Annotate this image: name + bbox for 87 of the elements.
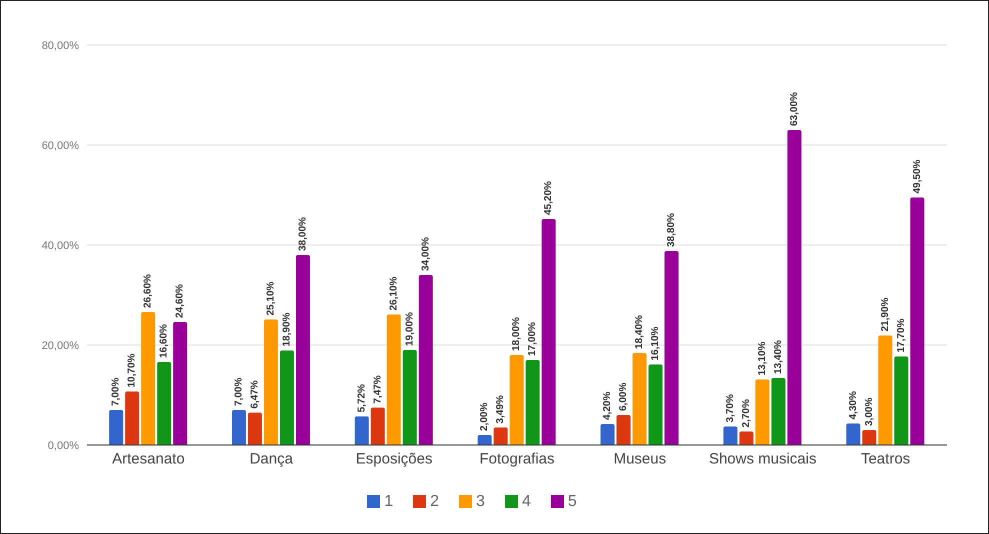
bar <box>526 360 540 445</box>
bar <box>141 312 156 445</box>
bar <box>846 424 860 445</box>
x-tick-label: Esposições <box>356 450 432 468</box>
bar <box>402 350 417 445</box>
data-label: 6,00% <box>618 382 630 411</box>
y-tick-label: 0,00% <box>48 440 80 452</box>
y-tick-label: 20,00% <box>42 340 80 352</box>
data-label: 63,00% <box>788 92 800 126</box>
bar <box>109 410 124 445</box>
data-label: 26,10% <box>388 276 400 310</box>
data-label: 17,00% <box>527 322 538 356</box>
data-label: 3,70% <box>724 394 736 422</box>
data-label: 38,80% <box>666 212 678 247</box>
data-label: 7,00% <box>233 378 244 406</box>
bar <box>771 378 786 445</box>
data-label: 7,47% <box>372 375 384 404</box>
data-label: 10,70% <box>126 353 138 388</box>
legend-label: 3 <box>476 493 485 510</box>
data-label: 38,00% <box>297 216 308 251</box>
bar <box>418 275 433 445</box>
data-label: 4,30% <box>848 391 859 420</box>
bar <box>370 408 385 445</box>
bar <box>862 430 876 445</box>
x-tick-label: Museus <box>614 450 666 468</box>
bar <box>755 380 770 445</box>
data-label: 6,47% <box>249 380 260 409</box>
bar <box>894 356 908 445</box>
data-label: 3,49% <box>495 395 506 424</box>
data-label: 19,00% <box>404 312 416 346</box>
data-label: 2,00% <box>479 402 490 431</box>
data-label: 7,00% <box>110 378 122 406</box>
data-label: 13,10% <box>756 341 768 376</box>
bar <box>600 424 615 445</box>
bar <box>386 314 401 445</box>
data-label: 4,20% <box>602 392 614 420</box>
bar <box>739 432 754 445</box>
bar <box>173 322 188 445</box>
bar <box>248 412 262 445</box>
bar <box>664 251 679 445</box>
bar <box>542 219 556 445</box>
data-label: 5,72% <box>356 384 368 412</box>
x-tick-label: Artesanato <box>112 450 185 468</box>
data-label: 3,00% <box>864 398 875 426</box>
bar <box>723 426 738 445</box>
x-tick-label: Dança <box>250 450 294 468</box>
x-tick-label: Fotografias <box>479 450 555 468</box>
bar <box>787 130 802 445</box>
bar <box>494 428 508 445</box>
data-label: 18,00% <box>511 316 522 351</box>
bar <box>616 415 631 445</box>
bar <box>280 350 294 445</box>
bar <box>910 198 924 445</box>
bar <box>878 336 892 445</box>
legend-label: 4 <box>522 493 531 510</box>
bar <box>478 435 492 445</box>
data-label: 25,10% <box>265 281 276 316</box>
bar <box>157 362 172 445</box>
bar <box>632 353 647 445</box>
bar <box>354 416 369 445</box>
data-label: 17,70% <box>896 318 907 352</box>
data-label: 26,60% <box>142 274 154 308</box>
data-label: 18,90% <box>281 312 292 346</box>
y-tick-label: 40,00% <box>42 240 80 252</box>
data-label: 21,90% <box>880 297 891 332</box>
bar <box>296 255 310 445</box>
bar <box>232 410 246 445</box>
legend-label: 2 <box>430 493 440 510</box>
bar <box>510 355 524 445</box>
data-label: 13,40% <box>772 340 784 374</box>
data-label: 16,60% <box>158 324 170 358</box>
bar <box>648 364 663 445</box>
data-label: 24,60% <box>174 284 186 318</box>
data-label: 18,40% <box>634 314 646 349</box>
x-tick-label: Shows musicais <box>708 450 816 468</box>
legend-label: 1 <box>384 493 394 510</box>
data-label: 16,10% <box>650 326 662 360</box>
data-label: 49,50% <box>912 159 923 194</box>
data-label: 2,70% <box>740 399 752 428</box>
data-label: 45,20% <box>543 180 554 215</box>
legend-label: 5 <box>568 493 577 510</box>
y-tick-label: 60,00% <box>42 140 80 152</box>
bar <box>264 320 278 445</box>
bar <box>125 392 140 445</box>
y-tick-label: 80,00% <box>42 40 80 52</box>
data-label: 34,00% <box>420 236 432 271</box>
x-tick-label: Teatros <box>860 450 910 468</box>
